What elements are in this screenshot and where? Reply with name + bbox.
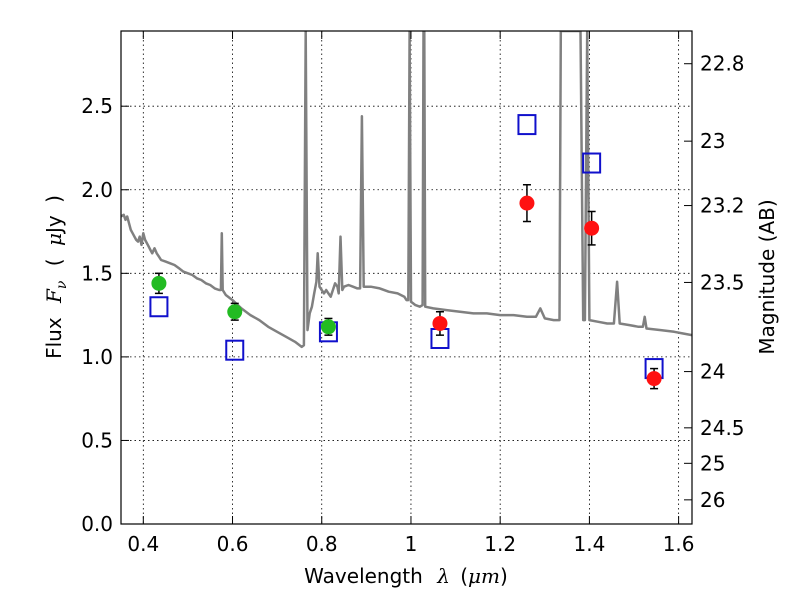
x-axis-label-unit: μm: [468, 564, 500, 588]
y-axis-label: Flux Fν ( μJy ): [42, 195, 71, 359]
y2-tick-label: 24.5: [700, 416, 745, 440]
x-tick-label: 1: [405, 532, 418, 556]
y-axis-label-unit-rest: Jy: [42, 215, 66, 235]
y2-tick-label: 23: [700, 129, 725, 153]
model-photometry-square: [149, 296, 169, 318]
x-axis-label: Wavelength λ (μm): [304, 564, 508, 588]
x-tick-label: 1.6: [663, 532, 695, 556]
plot-background: [121, 31, 692, 524]
green-photometry-point: [320, 319, 336, 335]
y-tick-label: 2.0: [81, 178, 113, 202]
red-photometry-point: [584, 220, 600, 236]
x-tick-label: 1.2: [484, 532, 516, 556]
y-tick-label: 1.0: [81, 345, 113, 369]
red-photometry-point: [519, 195, 535, 211]
secondary-y-axis-label: Magnitude (AB): [755, 199, 779, 354]
red-photometry-point: [646, 371, 662, 387]
y-axis-label-unit: μ: [42, 233, 66, 246]
x-tick-label: 0.8: [306, 532, 338, 556]
model-photometry-square: [582, 152, 602, 174]
y-axis-label-subscript: ν: [54, 280, 70, 289]
y2-tick-label: 24: [700, 360, 725, 384]
x-axis-label-close: ): [500, 564, 508, 588]
y-tick-label: 2.5: [81, 94, 113, 118]
spectrum-layer: [121, 31, 692, 349]
y2-tick-label: 26: [700, 488, 725, 512]
x-tick-label: 0.6: [217, 532, 249, 556]
y2-tick-label: 25: [700, 451, 725, 475]
green-photometry-point: [227, 304, 243, 320]
ticks: 0.4 0.6 0.8 1 1.2 1.4 1.6 0.0 0.5 1.0 1.5 2.0 2.5 22.…: [81, 31, 745, 556]
points-layer: [149, 114, 664, 390]
y2-tick-label: 22.8: [700, 52, 745, 76]
x-axis-label-open: (: [460, 564, 468, 588]
x-tick-label: 0.4: [127, 532, 159, 556]
y-axis-label-symbol: F: [42, 288, 66, 304]
green-photometry-point: [151, 275, 167, 291]
y2-tick-label: 23.2: [700, 194, 745, 218]
y-tick-label: 0.0: [81, 512, 113, 536]
y-tick-label: 0.5: [81, 428, 113, 452]
x-axis-label-symbol: λ: [436, 564, 450, 588]
y-axis-label-text: Flux: [42, 317, 66, 359]
y-axis-label-open: (: [42, 258, 66, 266]
red-photometry-point: [432, 315, 448, 331]
model-photometry-square: [517, 114, 537, 136]
y2-tick-label: 23.5: [700, 270, 745, 294]
y-tick-label: 1.5: [81, 261, 113, 285]
model-photometry-square: [225, 339, 245, 361]
spectrum-line: [121, 31, 692, 349]
x-tick-label: 1.4: [573, 532, 605, 556]
y-axis-label-close: ): [42, 195, 66, 203]
x-axis-label-text: Wavelength: [304, 564, 423, 588]
plot-frame: [120, 30, 693, 525]
